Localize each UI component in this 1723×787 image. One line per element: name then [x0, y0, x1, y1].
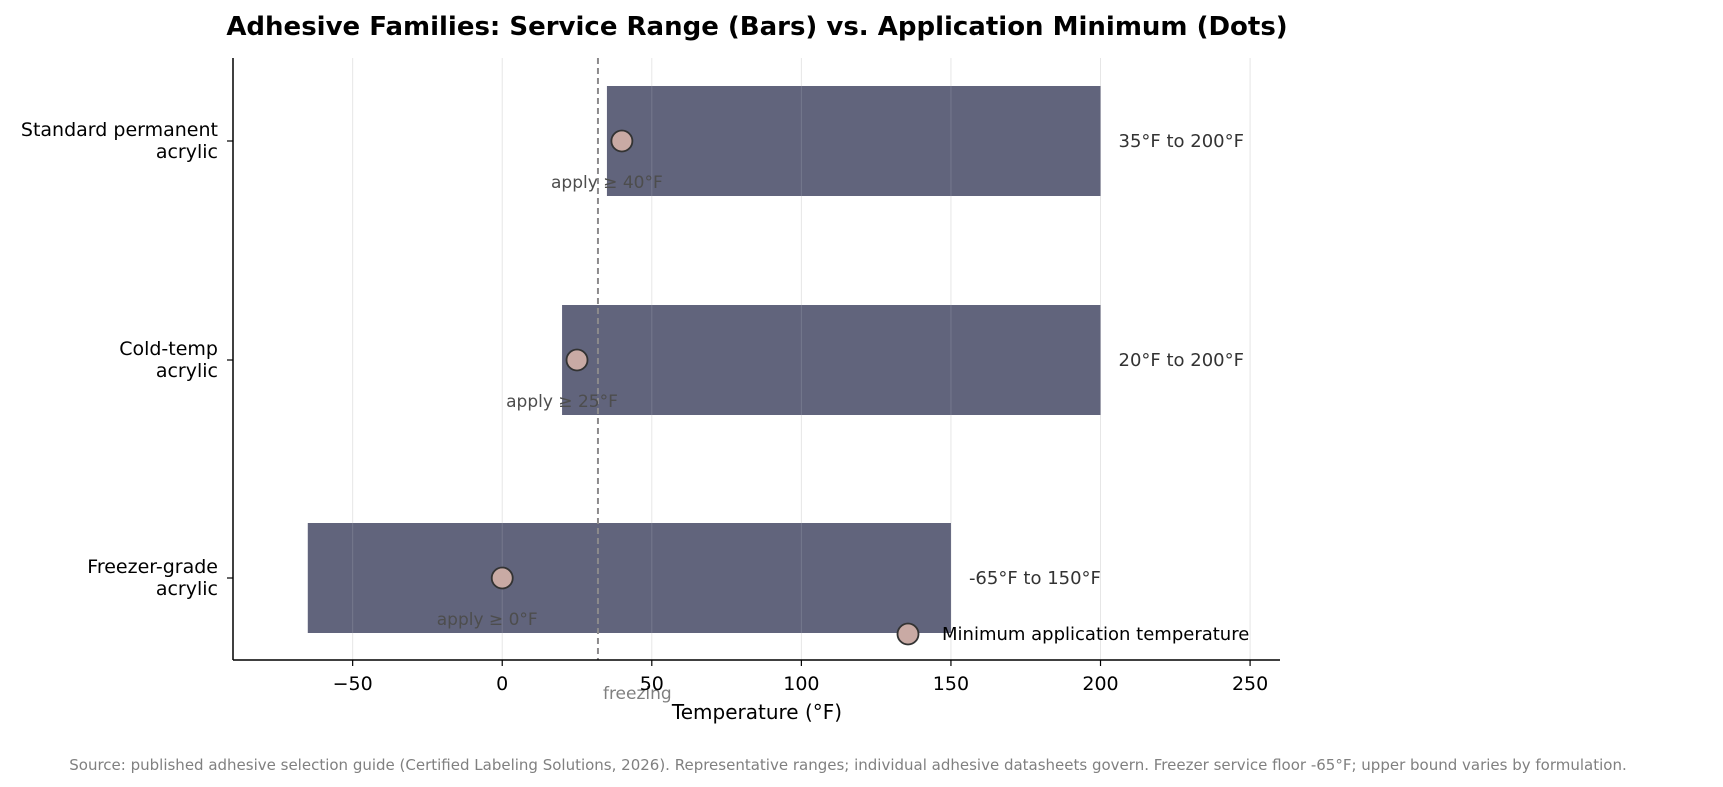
range-bar	[307, 523, 951, 633]
legend-label: Minimum application temperature	[942, 624, 1249, 645]
application-minimum-dot	[610, 129, 634, 153]
chart-title: Adhesive Families: Service Range (Bars) …	[226, 12, 1287, 42]
application-minimum-dot	[565, 348, 589, 372]
x-tick-label: 50	[640, 673, 664, 695]
application-minimum-label: apply ≥ 40°F	[551, 173, 663, 193]
x-tick-label: −50	[333, 673, 373, 695]
category-label: acrylic	[156, 578, 218, 600]
x-tick-label: 150	[933, 673, 969, 695]
data-labels: 35°F to 200°F 20°F to 200°F -65°F to 150°F…	[437, 131, 1244, 630]
source-note: Source: published adhesive selection gui…	[69, 756, 1626, 774]
legend-marker	[896, 622, 920, 646]
category-label: Cold-temp	[119, 338, 218, 360]
legend: Minimum application temperature	[896, 622, 1249, 646]
application-minimum-label: apply ≥ 25°F	[506, 392, 618, 412]
range-label: 35°F to 200°F	[1119, 131, 1244, 152]
application-minimum-dot	[490, 566, 514, 590]
range-bars	[307, 86, 1101, 633]
range-bar	[606, 86, 1101, 196]
category-label: acrylic	[156, 141, 218, 163]
x-tick-label: 0	[496, 673, 508, 695]
x-axis-label: Temperature (°F)	[671, 700, 842, 724]
range-label: 20°F to 200°F	[1119, 350, 1244, 371]
x-tick-label: 100	[783, 673, 819, 695]
application-minimum-dots	[490, 129, 634, 590]
category-label: Freezer-grade	[87, 556, 218, 578]
category-label: acrylic	[156, 360, 218, 382]
range-label: -65°F to 150°F	[969, 568, 1101, 589]
range-bar	[562, 305, 1101, 415]
freezing-label: freezing	[603, 684, 672, 704]
x-tick-label: 200	[1082, 673, 1118, 695]
x-tick-label: 250	[1232, 673, 1268, 695]
application-minimum-label: apply ≥ 0°F	[437, 610, 538, 630]
freezing-reference: freezing	[596, 58, 672, 704]
category-label: Standard permanent	[21, 119, 218, 141]
